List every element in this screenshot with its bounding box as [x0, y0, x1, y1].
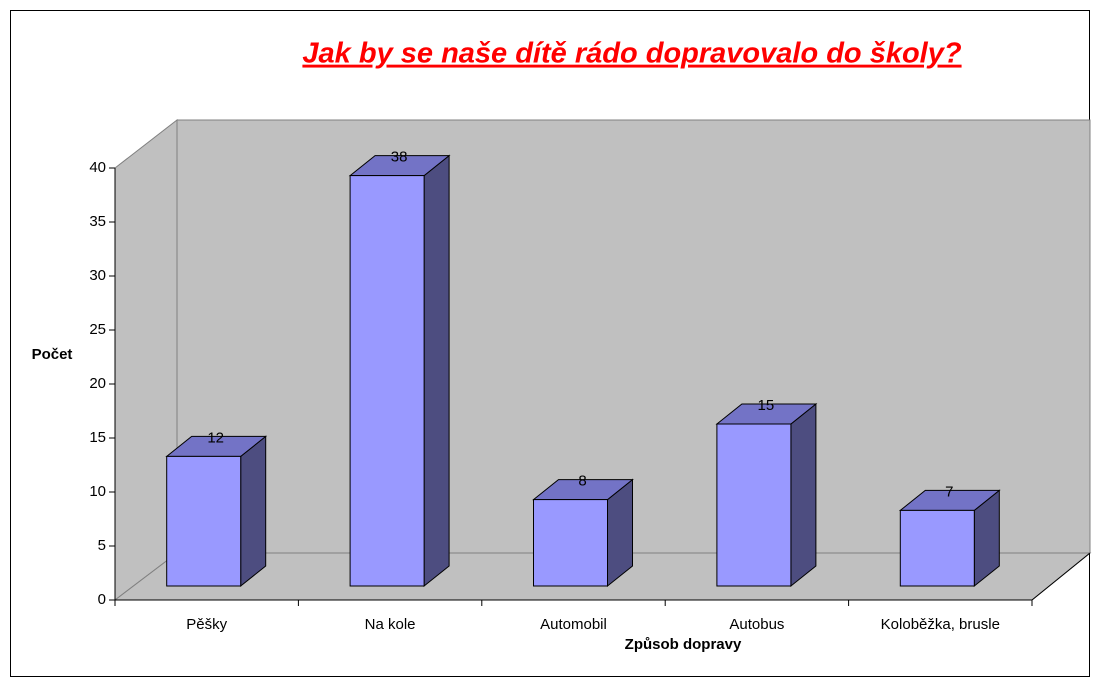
bar: [716, 423, 792, 587]
data-label: 8: [578, 473, 586, 490]
x-tick-label: Automobil: [540, 616, 607, 633]
y-tick-label: 35: [89, 213, 106, 230]
y-tick-label: 10: [89, 483, 106, 500]
chart-title: Jak by se naše dítě rádo dopravovalo do …: [302, 38, 961, 70]
bar-side: [240, 435, 267, 588]
x-tick-label: Koloběžka, brusle: [881, 616, 1000, 633]
x-tick-label: Na kole: [365, 616, 416, 633]
bar-side: [790, 402, 817, 588]
floor-edge: [1031, 552, 1091, 601]
data-label: 7: [945, 483, 953, 500]
data-label: 38: [391, 149, 408, 166]
y-tick-label: 5: [98, 537, 106, 554]
data-label: 15: [758, 397, 775, 414]
y-tick-label: 0: [98, 591, 106, 608]
bar: [533, 499, 608, 587]
y-tick-label: 25: [89, 321, 106, 338]
y-tick-label: 40: [89, 159, 106, 176]
y-axis-title: Počet: [32, 346, 73, 363]
x-tick-label: Pěšky: [186, 616, 227, 633]
bar: [166, 455, 242, 587]
data-label: 12: [207, 429, 224, 446]
y-tick-label: 30: [89, 267, 106, 284]
y-tick-label: 20: [89, 375, 106, 392]
bar: [349, 175, 425, 587]
x-axis-title: Způsob dopravy: [625, 636, 742, 653]
bar: [899, 509, 975, 587]
x-tick-label: Autobus: [729, 616, 784, 633]
y-tick-label: 15: [89, 429, 106, 446]
bar-side: [423, 154, 450, 588]
